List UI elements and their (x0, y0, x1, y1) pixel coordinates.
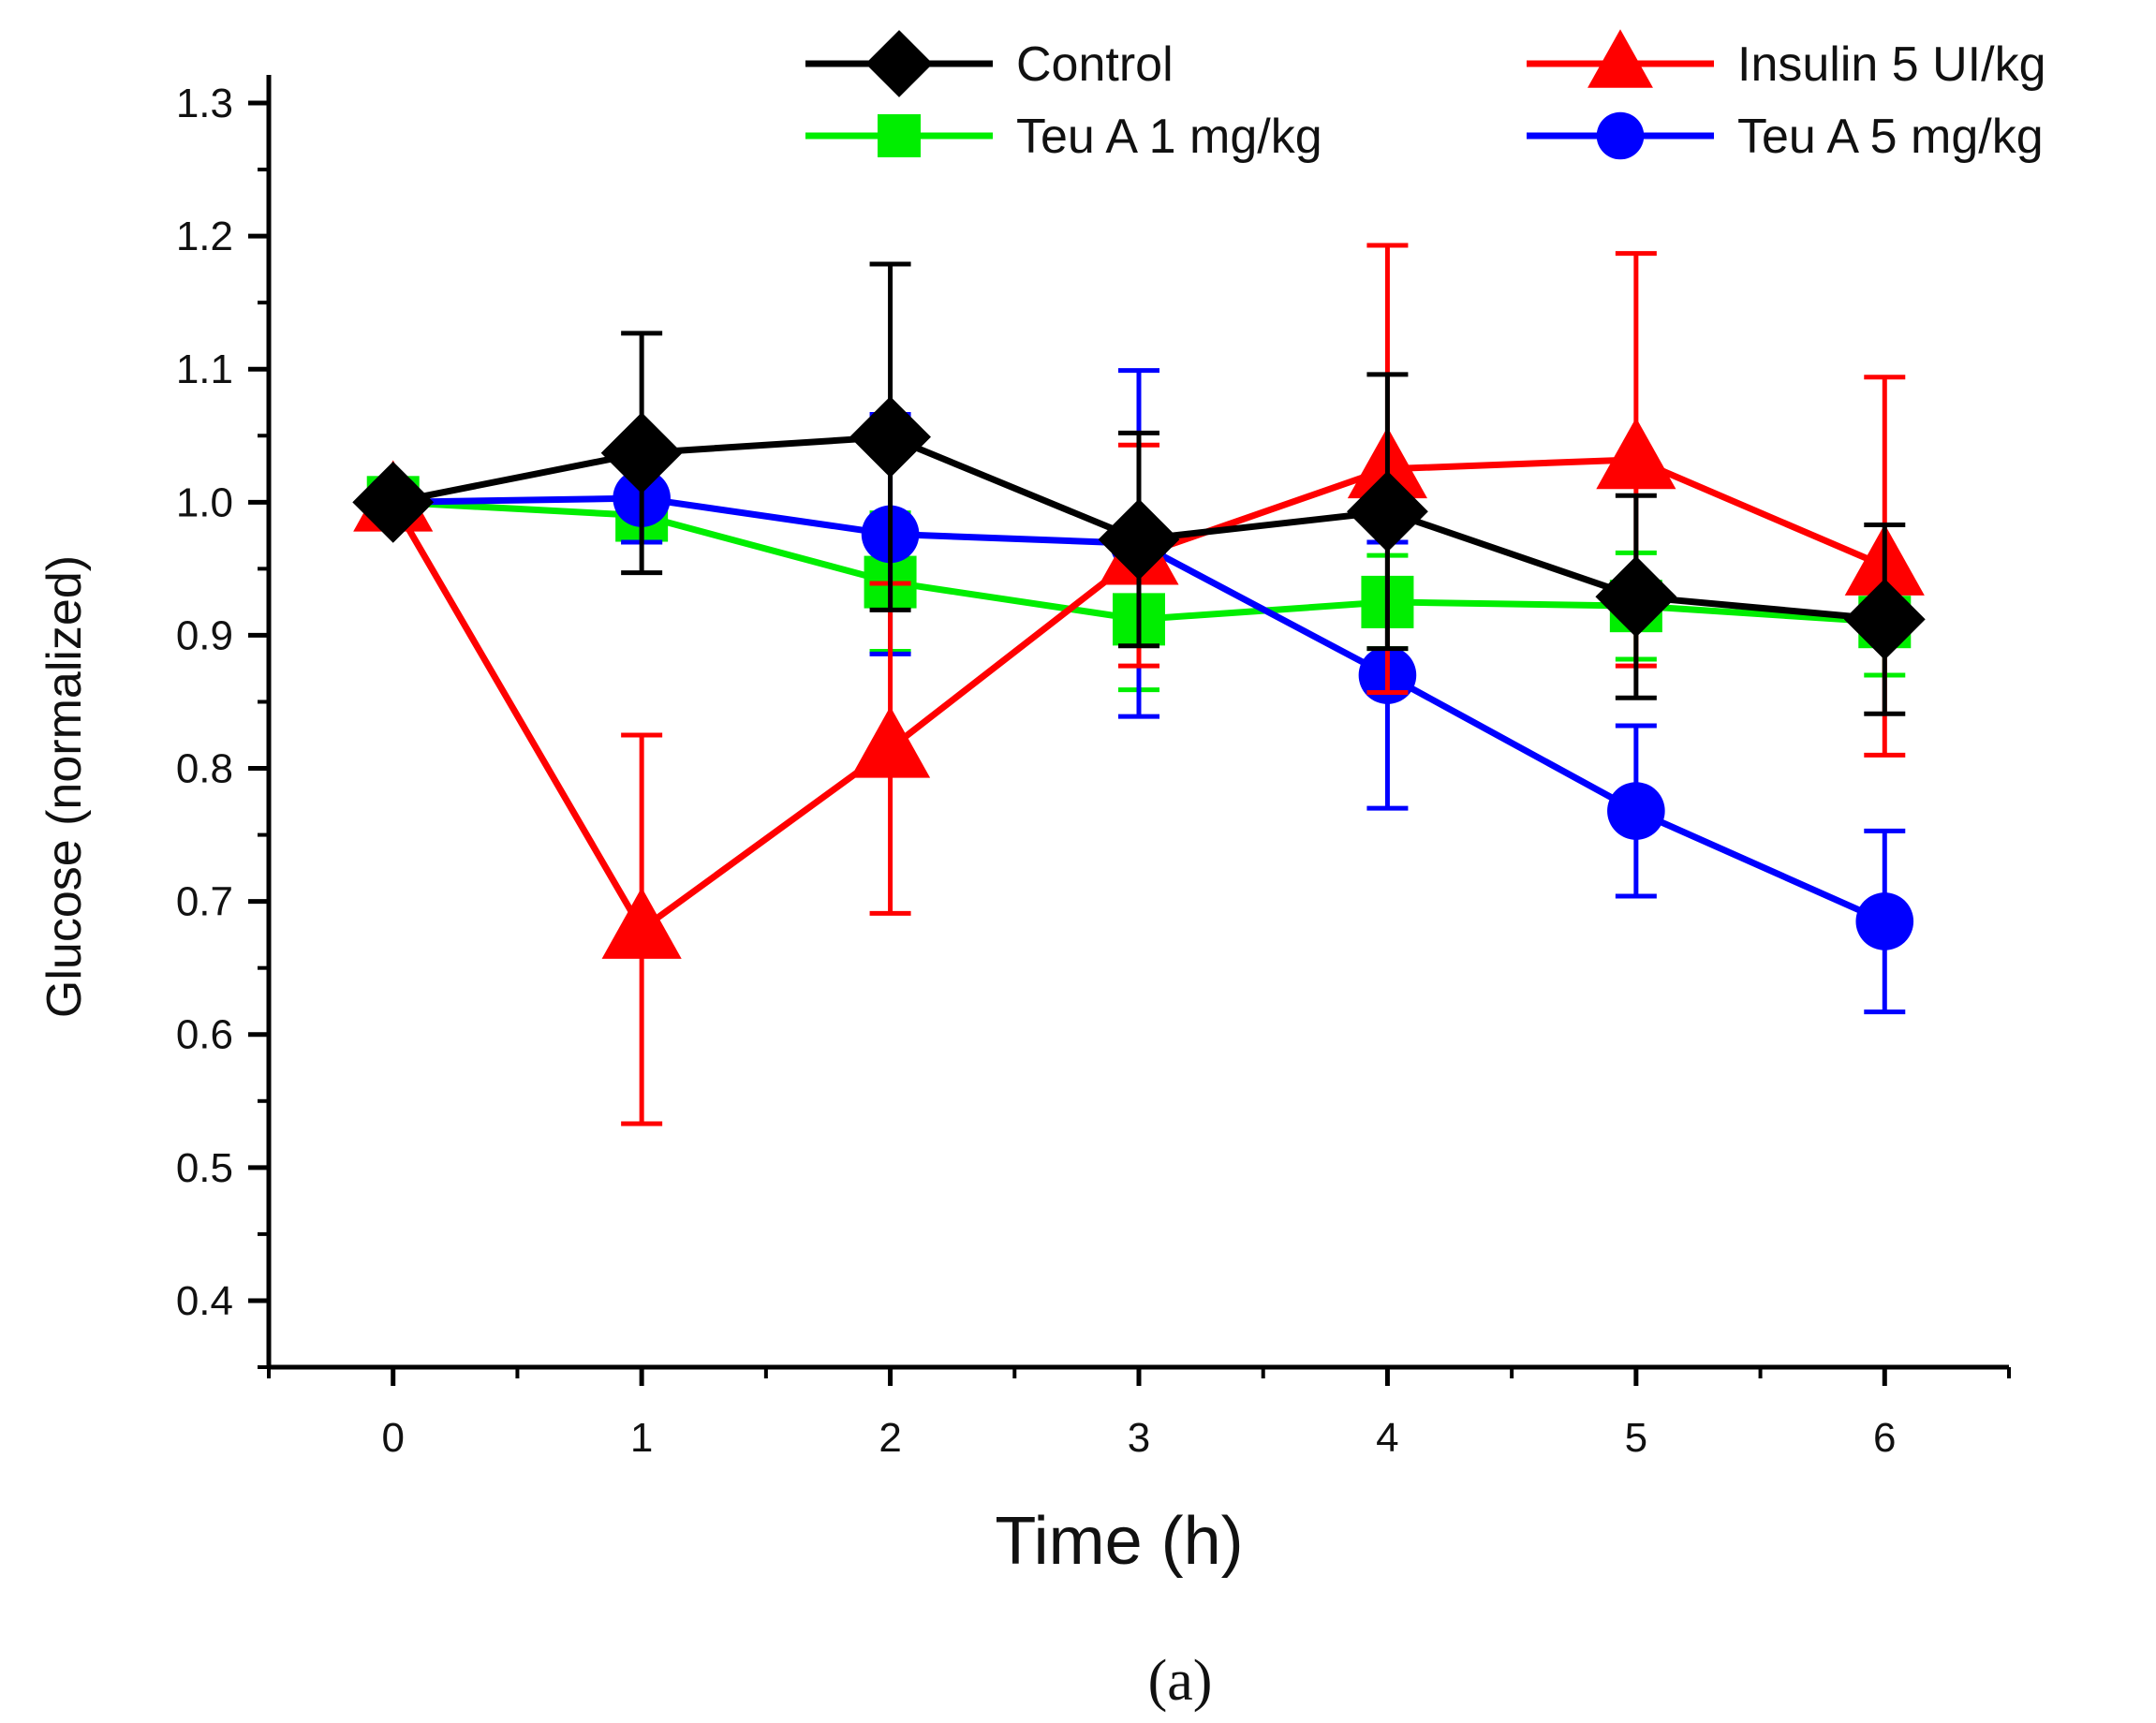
data-point (1098, 498, 1180, 581)
series-control (352, 261, 1926, 716)
x-tick-label: 0 (381, 1415, 404, 1461)
data-point (1843, 578, 1926, 660)
y-tick-label: 1.2 (176, 214, 233, 259)
x-tick-label: 5 (1625, 1415, 1647, 1461)
y-tick-label: 0.9 (176, 612, 233, 658)
legend-label: Teu A 5 mg/kg (1737, 110, 2044, 164)
data-point (849, 396, 931, 479)
legend-marker (1587, 29, 1653, 88)
figure-caption: (a) (1148, 1649, 1213, 1713)
legend: Control Insulin 5 UI/kg Teu A 1 mg/kg Teu A… (805, 29, 2046, 164)
data-point (1595, 555, 1677, 638)
x-tick-label: 3 (1128, 1415, 1150, 1461)
x-tick-label: 2 (879, 1415, 901, 1461)
y-tick-label: 0.4 (176, 1278, 233, 1324)
legend-item: Insulin 5 UI/kg (1527, 29, 2046, 92)
legend-label: Insulin 5 UI/kg (1737, 37, 2046, 92)
data-point (601, 887, 682, 959)
y-tick-label: 0.8 (176, 746, 233, 792)
data-point (1347, 470, 1428, 552)
y-tick-label: 1.1 (176, 346, 233, 392)
x-axis-title: Time (h) (995, 1504, 1243, 1579)
data-point (352, 461, 435, 543)
series-layer (352, 243, 1926, 1127)
x-tick-label: 6 (1873, 1415, 1896, 1461)
axes: 0.4 0.5 0.6 0.7 0.8 0.9 1.0 1.1 1.2 1.3 0 1 2 3 4 5 6 (176, 75, 2011, 1461)
data-point (1855, 892, 1914, 950)
y-tick-label: 1.0 (176, 479, 233, 525)
legend-marker (878, 114, 921, 157)
x-tick-label: 1 (630, 1415, 653, 1461)
legend-label: Control (1016, 37, 1174, 92)
x-tick-label: 4 (1376, 1415, 1398, 1461)
y-tick-label: 0.5 (176, 1145, 233, 1191)
y-tick-label: 0.6 (176, 1012, 233, 1058)
y-tick-label: 0.7 (176, 879, 233, 925)
legend-item: Teu A 1 mg/kg (805, 110, 1322, 164)
data-point (600, 412, 683, 494)
data-point (850, 706, 931, 778)
data-point (1607, 782, 1665, 840)
legend-marker (865, 30, 933, 97)
legend-item: Teu A 5 mg/kg (1527, 110, 2044, 164)
y-tick-label: 1.3 (176, 81, 233, 126)
data-point (1596, 418, 1676, 490)
y-axis-title: Glucose (normalized) (37, 555, 92, 1018)
legend-item: Control (805, 30, 1174, 97)
legend-label: Teu A 1 mg/kg (1016, 110, 1322, 164)
legend-marker (1596, 111, 1645, 160)
